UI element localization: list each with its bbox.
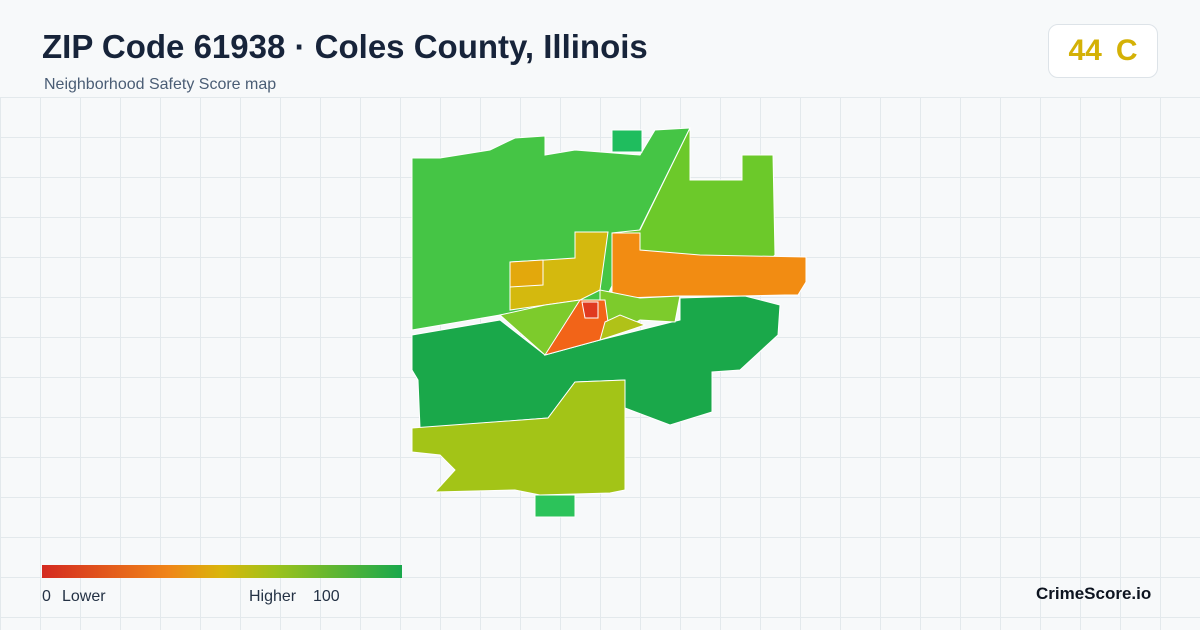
score-badge: 44 C [1048, 24, 1158, 78]
legend-min: 0 [42, 588, 51, 605]
brand: CrimeScore.io [1036, 584, 1152, 603]
legend-max: 100 [313, 588, 340, 605]
legend-min-label: Lower [62, 588, 106, 605]
region [534, 494, 576, 518]
region [509, 231, 609, 311]
region [509, 259, 544, 288]
region [581, 301, 599, 319]
subtitle: Neighborhood Safety Score map [44, 76, 277, 93]
legend-gradient [42, 565, 402, 578]
legend-max-label: Higher [249, 588, 297, 605]
region [611, 129, 643, 153]
region [599, 314, 647, 341]
title: ZIP Code 61938 · Coles County, Illinois [42, 28, 648, 65]
score-value: 44 [1068, 34, 1102, 67]
score-grade: C [1115, 34, 1138, 67]
